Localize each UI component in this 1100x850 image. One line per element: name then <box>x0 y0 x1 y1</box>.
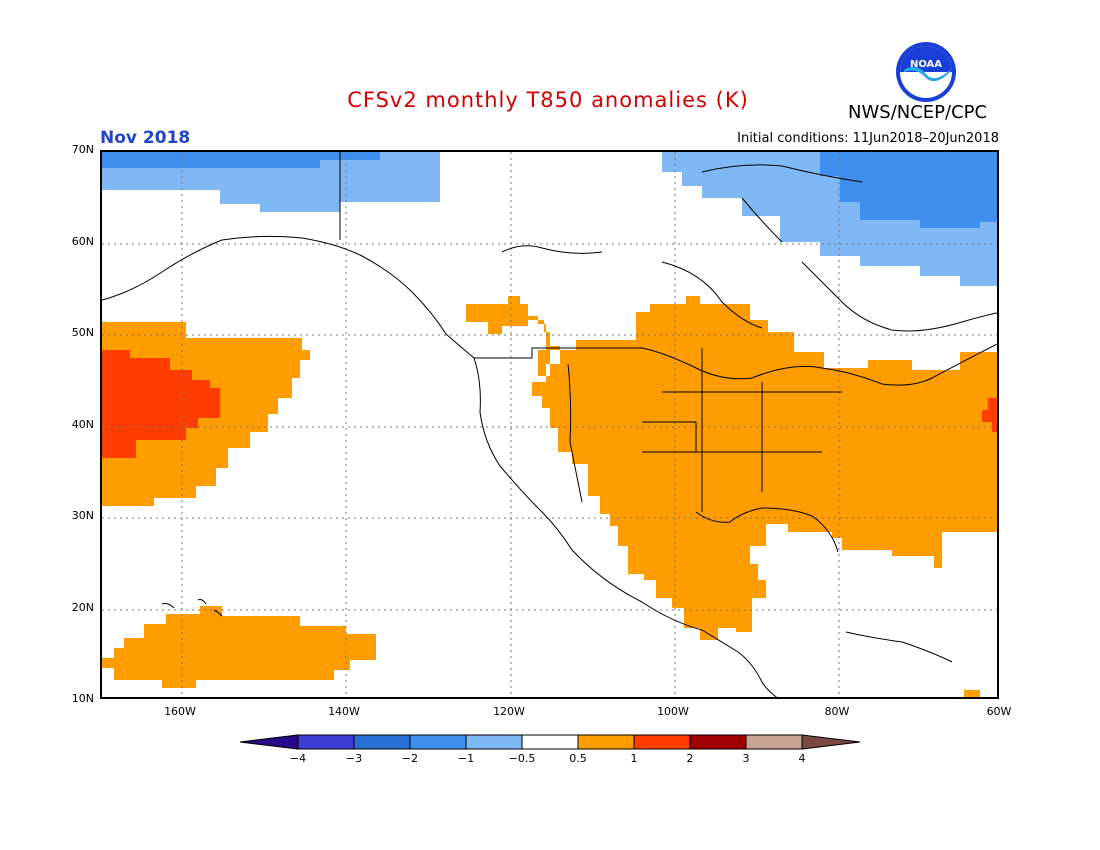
colorbar-label: −2 <box>401 752 419 765</box>
lon-label-140w: 140W <box>328 705 360 718</box>
graticule <box>102 152 997 697</box>
lon-label-60w: 60W <box>986 705 1012 718</box>
logo-text: NOAA <box>910 59 942 70</box>
colorbar-swatch <box>689 734 747 750</box>
lat-label-30n: 30N <box>71 509 94 522</box>
lon-label-80w: 80W <box>824 705 850 718</box>
cold-anomaly-northwest <box>102 152 440 212</box>
warm-anomaly-north-america <box>466 296 997 697</box>
lat-label-70n: 70N <box>71 143 94 156</box>
colorbar-arrow-high <box>801 734 861 750</box>
anomaly-map <box>100 150 999 699</box>
colorbar <box>240 734 861 750</box>
colorbar-swatch <box>353 734 411 750</box>
noaa-logo: NOAA <box>896 42 956 102</box>
warm-anomaly-pacific <box>102 322 310 506</box>
colorbar-swatch <box>409 734 467 750</box>
colorbar-label: 3 <box>742 752 750 765</box>
colorbar-swatch <box>633 734 691 750</box>
colorbar-label: −0.5 <box>508 752 536 765</box>
colorbar-label: 4 <box>798 752 806 765</box>
forecast-month: Nov 2018 <box>100 128 191 148</box>
colorbar-swatch <box>465 734 523 750</box>
colorbar-swatch <box>297 734 355 750</box>
cold-anomaly-northeast <box>662 152 997 286</box>
colorbar-arrow-low <box>240 734 299 750</box>
colorbar-swatch <box>577 734 635 750</box>
map-canvas <box>102 152 997 697</box>
lon-label-120w: 120W <box>493 705 525 718</box>
colorbar-label: 2 <box>686 752 694 765</box>
colorbar-swatch <box>521 734 579 750</box>
map-title: CFSv2 monthly T850 anomalies (K) <box>347 88 749 112</box>
lon-label-160w: 160W <box>164 705 196 718</box>
lat-label-60n: 60N <box>71 235 94 248</box>
lat-label-10n: 10N <box>71 692 94 705</box>
colorbar-swatch <box>745 734 803 750</box>
lat-label-20n: 20N <box>71 601 94 614</box>
colorbar-label: −3 <box>345 752 363 765</box>
coastlines <box>102 152 997 697</box>
colorbar-segments <box>240 734 861 750</box>
agency-label: NWS/NCEP/CPC <box>848 102 988 123</box>
lat-label-40n: 40N <box>71 418 94 431</box>
colorbar-label: −1 <box>457 752 475 765</box>
lon-label-100w: 100W <box>657 705 689 718</box>
warm-anomaly-subtropical <box>102 606 376 688</box>
colorbar-label: 1 <box>630 752 638 765</box>
colorbar-label: 0.5 <box>569 752 587 765</box>
lat-label-50n: 50N <box>71 326 94 339</box>
initial-conditions: Initial conditions: 11Jun2018–20Jun2018 <box>737 131 999 146</box>
colorbar-label: −4 <box>289 752 307 765</box>
